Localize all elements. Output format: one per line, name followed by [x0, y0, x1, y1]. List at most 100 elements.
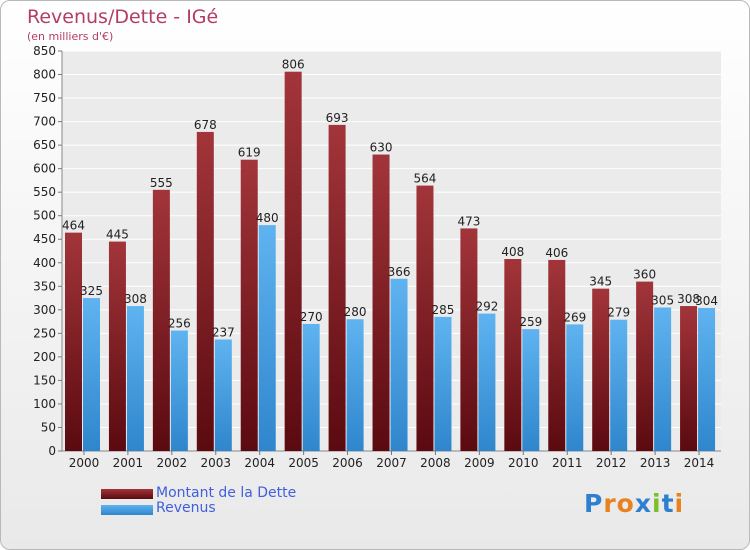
bar-revenus — [566, 324, 584, 451]
x-tick-label: 2004 — [244, 456, 275, 470]
legend-label-dette: Montant de la Dette — [156, 485, 297, 501]
data-label-revenus: 279 — [607, 306, 630, 320]
bar-revenus — [522, 329, 540, 451]
y-tick-label: 100 — [33, 397, 56, 411]
y-tick-label: 800 — [33, 68, 56, 82]
chart-subtitle: (en milliers d'€) — [27, 30, 114, 43]
bar-revenus — [258, 225, 276, 451]
data-label-dette: 406 — [545, 246, 568, 260]
x-tick-label: 2001 — [113, 456, 144, 470]
bar-revenus — [390, 278, 408, 451]
x-tick-label: 2009 — [464, 456, 495, 470]
data-label-dette: 564 — [414, 172, 437, 186]
data-label-dette: 345 — [589, 275, 612, 289]
data-label-dette: 445 — [106, 228, 129, 242]
y-tick-label: 0 — [48, 444, 56, 458]
data-label-dette: 360 — [633, 268, 656, 282]
legend-label-revenus: Revenus — [156, 500, 216, 516]
data-label-revenus: 285 — [432, 303, 455, 317]
bar-dette — [680, 306, 698, 451]
bar-revenus — [170, 330, 188, 451]
data-label-dette: 464 — [62, 219, 85, 233]
data-label-dette: 473 — [457, 214, 480, 228]
y-tick-label: 50 — [41, 420, 56, 434]
data-label-dette: 555 — [150, 176, 173, 190]
bar-dette — [284, 71, 302, 452]
data-label-revenus: 270 — [300, 310, 323, 324]
data-label-revenus: 308 — [124, 292, 147, 306]
data-label-revenus: 280 — [344, 305, 367, 319]
x-tick-label: 2000 — [69, 456, 100, 470]
y-tick-label: 750 — [33, 91, 56, 105]
y-tick-label: 500 — [33, 209, 56, 223]
bar-dette — [460, 228, 478, 451]
data-label-revenus: 304 — [695, 294, 718, 308]
bar-revenus — [610, 319, 628, 451]
data-label-dette: 693 — [326, 111, 349, 125]
data-label-revenus: 256 — [168, 317, 191, 331]
data-label-dette: 308 — [677, 292, 700, 306]
bar-dette — [240, 159, 258, 452]
y-tick-label: 300 — [33, 303, 56, 317]
data-label-revenus: 325 — [80, 284, 103, 298]
y-tick-label: 400 — [33, 256, 56, 270]
bar-revenus — [346, 319, 364, 451]
y-tick-label: 150 — [33, 373, 56, 387]
bar-revenus — [83, 298, 100, 451]
logo-letter: i — [674, 489, 685, 518]
chart-title: Revenus/Dette - IGé — [27, 6, 219, 28]
data-label-dette: 408 — [501, 245, 524, 259]
data-label-revenus: 305 — [651, 293, 674, 307]
bar-dette — [592, 288, 610, 451]
bar-dette — [548, 259, 566, 451]
x-tick-label: 2008 — [420, 456, 451, 470]
data-label-revenus: 237 — [212, 325, 235, 339]
bar-revenus — [654, 307, 672, 451]
bar-revenus — [126, 306, 144, 451]
bar-dette — [636, 281, 654, 451]
x-tick-label: 2007 — [376, 456, 407, 470]
data-label-dette: 806 — [282, 58, 305, 72]
y-tick-label: 850 — [33, 44, 56, 58]
x-tick-label: 2003 — [200, 456, 231, 470]
x-tick-label: 2005 — [288, 456, 319, 470]
y-tick-label: 200 — [33, 350, 56, 364]
data-label-revenus: 292 — [475, 300, 498, 314]
bar-dette — [152, 189, 170, 451]
data-label-dette: 630 — [370, 141, 393, 155]
y-tick-label: 350 — [33, 279, 56, 293]
bar-revenus — [214, 339, 232, 451]
data-label-revenus: 480 — [256, 211, 279, 225]
data-label-dette: 619 — [238, 146, 261, 160]
bar-dette — [416, 185, 434, 451]
x-tick-label: 2011 — [552, 456, 583, 470]
bar-dette — [372, 154, 390, 451]
data-label-revenus: 269 — [563, 310, 586, 324]
y-tick-label: 600 — [33, 162, 56, 176]
legend-swatch-revenus — [101, 505, 153, 515]
bar-revenus — [434, 316, 452, 451]
y-tick-label: 450 — [33, 232, 56, 246]
bar-revenus — [478, 313, 496, 451]
legend-swatch-dette — [101, 489, 153, 499]
data-label-dette: 678 — [194, 118, 217, 132]
logo-letter: t — [661, 489, 675, 518]
bar-dette — [108, 241, 126, 451]
x-tick-label: 2002 — [157, 456, 188, 470]
bar-dette — [196, 131, 214, 452]
y-tick-label: 700 — [33, 115, 56, 129]
x-tick-label: 2012 — [596, 456, 627, 470]
bar-revenus — [302, 323, 320, 451]
x-tick-label: 2010 — [508, 456, 539, 470]
logo-letter: i — [652, 489, 662, 518]
y-tick-label: 550 — [33, 185, 56, 199]
proxiti-logo: Proxiti — [584, 489, 684, 518]
logo-letter: r — [603, 489, 617, 518]
bar-dette — [328, 124, 346, 451]
data-label-revenus: 259 — [519, 315, 542, 329]
y-tick-label: 650 — [33, 138, 56, 152]
x-tick-label: 2013 — [640, 456, 671, 470]
logo-letter: o — [616, 489, 635, 518]
